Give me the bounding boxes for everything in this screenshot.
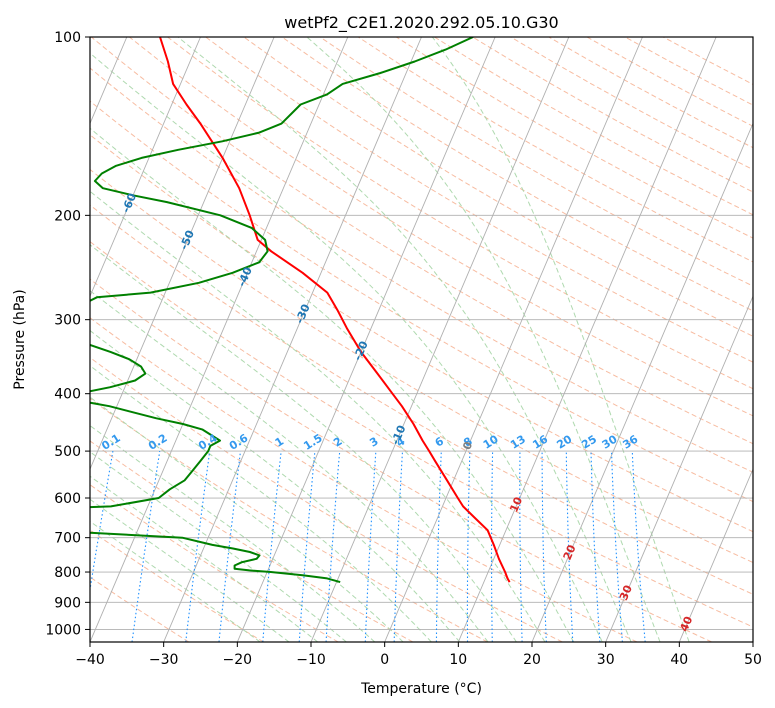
y-tick-label: 600 [54, 491, 81, 507]
mixing-ratio-line [262, 451, 282, 642]
isotherm [90, 37, 275, 471]
moist-adiabat [90, 520, 261, 642]
y-axis: 100 200 300 400 500 600 700 800 900 1000 [45, 30, 90, 638]
x-tick-label: 50 [744, 652, 762, 668]
moist-adiabat [306, 37, 661, 642]
chart-title: wetPf2_C2E1.2020.292.05.10.G30 [284, 13, 558, 33]
x-axis-title: Temperature (°C) [360, 681, 482, 697]
isotherm-label: 40 [677, 614, 695, 633]
isotherms [90, 37, 753, 642]
isotherm [457, 37, 717, 642]
moist-adiabat [90, 424, 376, 642]
profiles [90, 37, 511, 584]
moist-adiabat [90, 451, 347, 642]
dry-adiabat [90, 100, 753, 503]
moist-adiabat [90, 52, 603, 642]
dry-adiabat [90, 529, 264, 642]
isotherm [90, 37, 349, 642]
isotherm [605, 295, 753, 642]
moist-adiabat [90, 290, 489, 642]
dry-adiabat [90, 204, 753, 595]
y-tick-label: 500 [54, 444, 81, 460]
y-axis-title: Pressure (hPa) [12, 289, 28, 389]
mixing-ratio-line [631, 451, 646, 642]
x-tick-label: −40 [75, 652, 105, 668]
x-tick-label: −20 [223, 652, 253, 668]
y-tick-label: 800 [54, 565, 81, 581]
y-tick-label: 1000 [45, 622, 81, 638]
moist-adiabats [90, 37, 690, 642]
mixing-ratio-lines [90, 451, 646, 642]
isotherm-label: 20 [561, 543, 579, 562]
dewpoint-profile [90, 37, 474, 584]
mixing-ratio-line [131, 451, 161, 642]
dry-adiabat [90, 356, 563, 642]
moist-adiabat [177, 37, 632, 642]
y-tick-label: 100 [54, 30, 81, 46]
x-tick-label: 10 [449, 652, 467, 668]
y-tick-label: 400 [54, 387, 81, 403]
mixing-ratio-line [298, 451, 316, 642]
isotherm [90, 37, 201, 298]
isotherm [384, 37, 643, 642]
y-tick-label: 300 [54, 313, 81, 329]
isotherm-label: 10 [507, 495, 525, 514]
dry-adiabat [90, 484, 339, 642]
x-axis: −40 −30 −20 −10 0 10 20 30 40 50 [75, 642, 762, 668]
plot-frame [89, 36, 754, 643]
plot-area [90, 37, 753, 642]
x-tick-label: 40 [670, 652, 688, 668]
dry-adiabat [167, 37, 753, 390]
moist-adiabat [90, 244, 517, 642]
isotherm [531, 122, 753, 642]
temperature-profile [159, 37, 511, 583]
moist-adiabat [431, 37, 690, 642]
dry-adiabat [90, 278, 712, 642]
y-tick-label: 900 [54, 595, 81, 611]
mixing-ratio-line [90, 451, 114, 594]
isotherm [678, 467, 753, 642]
moist-adiabat [90, 329, 461, 642]
y-tick-label: 700 [54, 531, 81, 547]
x-tick-label: 20 [523, 652, 541, 668]
isotherm [752, 640, 753, 642]
x-tick-label: 0 [380, 652, 389, 668]
x-tick-label: −10 [296, 652, 326, 668]
dry-adiabat [90, 134, 753, 533]
moist-adiabat [90, 365, 432, 642]
dry-adiabat [90, 241, 753, 628]
moist-adiabat [90, 127, 575, 642]
dry-adiabat [205, 37, 753, 363]
isotherm [310, 37, 570, 642]
x-tick-label: −30 [149, 652, 179, 668]
dry-adiabat [90, 397, 488, 642]
isotherm-label: 30 [617, 583, 635, 602]
dry-adiabat [243, 37, 753, 337]
dry-adiabat [281, 37, 753, 312]
dry-adiabat [90, 67, 753, 473]
x-tick-label: 30 [597, 652, 615, 668]
y-tick-label: 200 [54, 208, 81, 224]
isotherm [163, 37, 422, 642]
isobars [90, 37, 753, 630]
isotherm [236, 37, 496, 642]
mixing-ratio-line [218, 451, 242, 642]
mixing-ratio-line [185, 451, 211, 642]
